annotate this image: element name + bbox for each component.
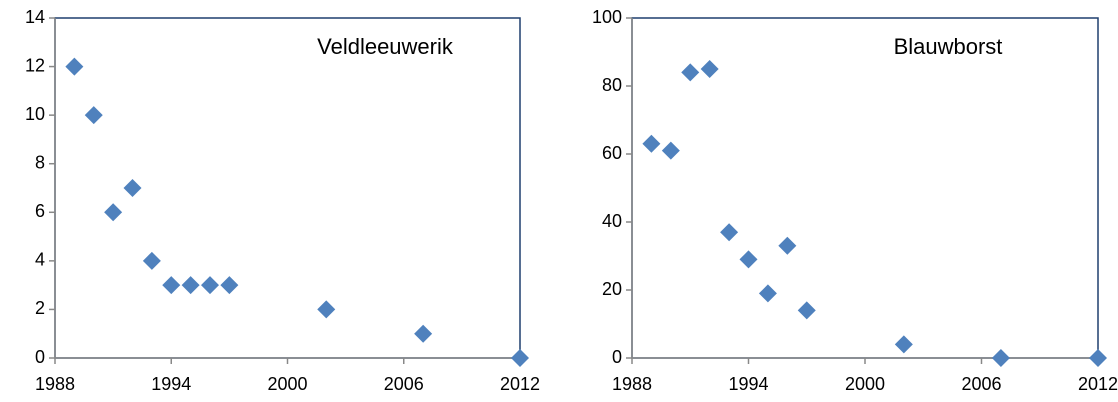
marker bbox=[317, 300, 336, 319]
x-tick-label: 2006 bbox=[384, 374, 424, 394]
marker bbox=[201, 276, 219, 295]
x-tick-label: 1994 bbox=[151, 374, 191, 394]
y-tick-label: 20 bbox=[602, 279, 622, 299]
marker bbox=[991, 349, 1010, 367]
marker bbox=[661, 141, 680, 160]
marker bbox=[84, 106, 103, 125]
y-tick-label: 2 bbox=[35, 298, 45, 318]
marker bbox=[642, 134, 661, 153]
chart-title: Blauwborst bbox=[894, 34, 1003, 59]
y-tick-label: 14 bbox=[25, 7, 45, 27]
marker bbox=[123, 179, 142, 197]
marker bbox=[739, 250, 758, 269]
x-tick-label: 2000 bbox=[845, 374, 885, 394]
marker bbox=[681, 63, 700, 82]
y-tick-label: 6 bbox=[35, 201, 45, 221]
y-tick-label: 4 bbox=[35, 250, 45, 270]
x-tick-label: 1988 bbox=[35, 374, 75, 394]
y-tick-label: 0 bbox=[612, 347, 622, 367]
y-tick-label: 0 bbox=[35, 347, 45, 367]
chart: 0 2 4 6 8 10 12 14 1988 1994 2000 2006 2012 Veldleeuw… bbox=[25, 7, 540, 394]
x-tick-label: 1994 bbox=[728, 374, 768, 394]
marker bbox=[104, 203, 123, 222]
marker bbox=[220, 276, 239, 295]
chart-title: Veldleeuwerik bbox=[317, 34, 454, 59]
y-tick-label: 8 bbox=[35, 152, 45, 172]
y-tick-label: 80 bbox=[602, 75, 622, 95]
marker bbox=[65, 57, 84, 76]
x-tick-label: 2000 bbox=[267, 374, 307, 394]
marker bbox=[181, 276, 200, 295]
marker bbox=[758, 284, 777, 303]
y-tick-label: 60 bbox=[602, 143, 622, 163]
y-tick-label: 10 bbox=[25, 104, 45, 124]
marker bbox=[894, 335, 913, 354]
marker bbox=[720, 223, 739, 242]
marker bbox=[142, 251, 161, 270]
marker bbox=[700, 60, 719, 78]
y-tick-label: 12 bbox=[25, 55, 45, 75]
x-tick-label: 1988 bbox=[612, 374, 652, 394]
x-tick-label: 2012 bbox=[500, 374, 540, 394]
x-tick-label: 2012 bbox=[1078, 374, 1118, 394]
chart: 0 20 40 60 80 100 1988 1994 2000 2006 2012 Blauwbor… bbox=[592, 7, 1118, 394]
y-tick-label: 40 bbox=[602, 211, 622, 231]
marker bbox=[162, 276, 181, 295]
marker bbox=[797, 301, 816, 320]
marker bbox=[778, 236, 797, 255]
marker bbox=[1089, 349, 1107, 367]
marker bbox=[511, 349, 529, 367]
y-tick-label: 100 bbox=[592, 7, 622, 27]
marker bbox=[414, 324, 433, 343]
x-tick-label: 2006 bbox=[961, 374, 1001, 394]
